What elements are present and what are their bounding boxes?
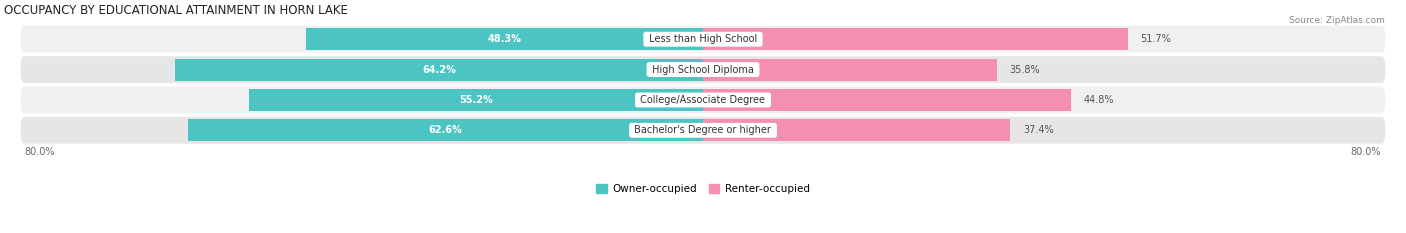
FancyBboxPatch shape bbox=[21, 56, 1385, 83]
Text: 62.6%: 62.6% bbox=[429, 125, 463, 135]
Text: 80.0%: 80.0% bbox=[25, 147, 55, 157]
Text: 51.7%: 51.7% bbox=[1140, 34, 1171, 44]
Text: 80.0%: 80.0% bbox=[1351, 147, 1381, 157]
Bar bbox=[703, 119, 1011, 141]
Bar bbox=[176, 59, 703, 81]
FancyBboxPatch shape bbox=[21, 87, 1385, 113]
Legend: Owner-occupied, Renter-occupied: Owner-occupied, Renter-occupied bbox=[596, 184, 810, 194]
Text: 48.3%: 48.3% bbox=[488, 34, 522, 44]
Text: OCCUPANCY BY EDUCATIONAL ATTAINMENT IN HORN LAKE: OCCUPANCY BY EDUCATIONAL ATTAINMENT IN H… bbox=[4, 4, 349, 17]
Text: 64.2%: 64.2% bbox=[422, 65, 456, 75]
Bar bbox=[703, 28, 1128, 50]
Text: College/Associate Degree: College/Associate Degree bbox=[637, 95, 769, 105]
Text: Less than High School: Less than High School bbox=[645, 34, 761, 44]
Bar bbox=[703, 89, 1071, 111]
FancyBboxPatch shape bbox=[21, 117, 1385, 144]
Text: 55.2%: 55.2% bbox=[460, 95, 494, 105]
Bar bbox=[703, 59, 997, 81]
Text: Bachelor's Degree or higher: Bachelor's Degree or higher bbox=[631, 125, 775, 135]
Text: 37.4%: 37.4% bbox=[1022, 125, 1053, 135]
Bar bbox=[307, 28, 703, 50]
Bar bbox=[249, 89, 703, 111]
Bar bbox=[188, 119, 703, 141]
Text: 35.8%: 35.8% bbox=[1010, 65, 1040, 75]
Text: Source: ZipAtlas.com: Source: ZipAtlas.com bbox=[1289, 16, 1385, 25]
FancyBboxPatch shape bbox=[21, 26, 1385, 53]
Text: 44.8%: 44.8% bbox=[1084, 95, 1114, 105]
Text: High School Diploma: High School Diploma bbox=[650, 65, 756, 75]
